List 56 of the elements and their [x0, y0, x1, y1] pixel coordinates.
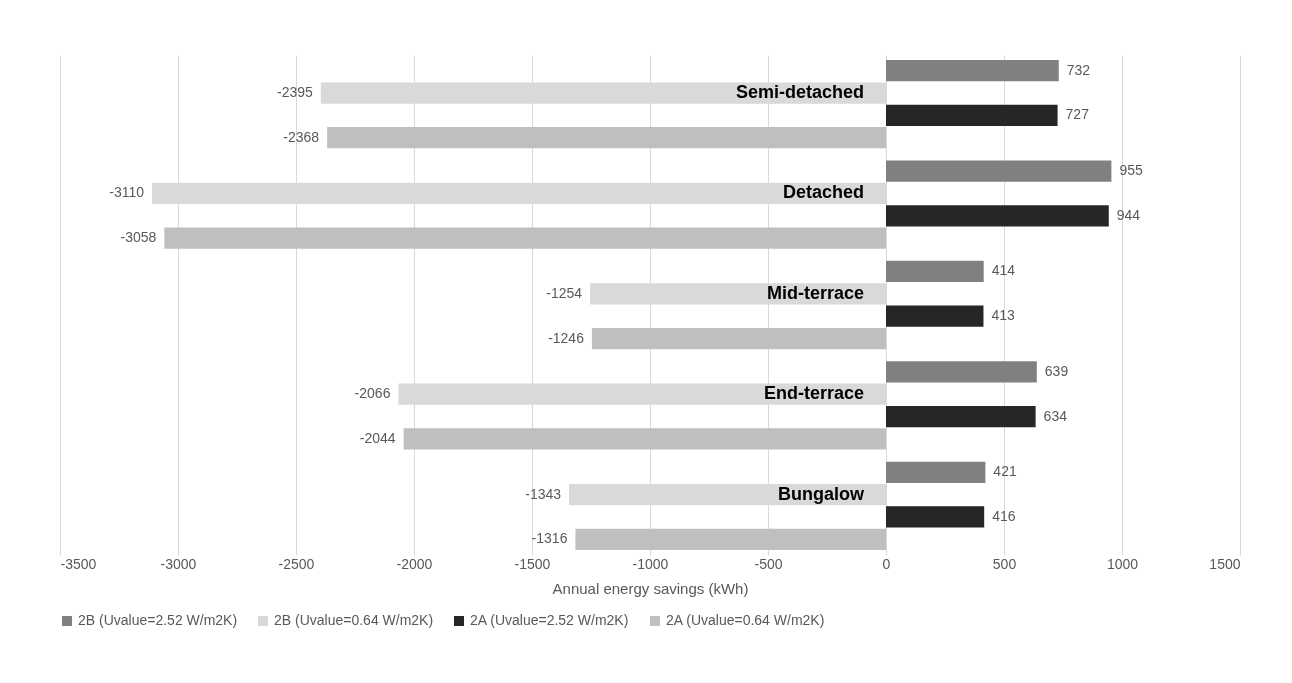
x-tick-label: -3000 [160, 555, 197, 572]
x-tick-label: 0 [882, 555, 891, 572]
y-tick-label: End-terrace [763, 383, 864, 404]
x-tick-label: 1000 [1106, 555, 1139, 572]
bar [886, 260, 984, 283]
data-label: 727 [1065, 106, 1090, 123]
bar [327, 127, 886, 149]
x-tick-label: -3500 [60, 555, 97, 572]
data-label: 955 [1119, 162, 1143, 179]
data-label: -2368 [283, 128, 320, 145]
bar [886, 506, 985, 528]
bar [886, 104, 1058, 127]
legend-label: 2B (Uvalue=2.52 W/m2K) [78, 612, 238, 628]
data-label: -3110 [109, 184, 145, 201]
data-label: 421 [993, 463, 1017, 480]
legend-label: 2A (Uvalue=2.52 W/m2K) [470, 612, 629, 628]
x-tick-label: -1500 [514, 555, 551, 572]
bar [886, 60, 1059, 82]
x-tick-label: 1500 [1209, 555, 1241, 572]
bar [886, 305, 984, 327]
legend-label: 2A (Uvalue=0.64 W/m2K) [666, 612, 825, 628]
bar [164, 227, 886, 249]
data-label: 732 [1066, 61, 1091, 78]
x-tick-label: 500 [992, 555, 1017, 572]
data-label: 944 [1116, 206, 1141, 223]
bar [886, 461, 986, 483]
y-tick-label: Mid-terrace [766, 282, 864, 303]
data-label: 413 [991, 307, 1016, 324]
y-tick-label: Detached [782, 182, 864, 203]
y-tick-label: Semi-detached [735, 82, 864, 103]
data-label: -2044 [359, 429, 396, 446]
x-axis-title: Annual energy savings (kWh) [552, 579, 749, 597]
legend-label: 2B (Uvalue=0.64 W/m2K) [274, 612, 434, 628]
y-tick-label: Bungalow [778, 483, 865, 504]
data-label: -1246 [548, 329, 585, 346]
x-tick-label: -500 [754, 555, 783, 572]
data-label: -1316 [531, 530, 568, 547]
x-tick-label: -2500 [278, 555, 315, 572]
data-label: -2066 [354, 385, 391, 402]
data-label: 639 [1044, 362, 1069, 379]
bar [886, 405, 1036, 428]
x-tick-label: -2000 [396, 555, 433, 572]
bar [886, 361, 1037, 383]
data-label: 634 [1043, 407, 1068, 424]
data-label: 414 [991, 262, 1016, 279]
x-tick-label: -1000 [632, 555, 669, 572]
bar [403, 428, 886, 450]
bar [886, 205, 1109, 227]
bar [591, 327, 886, 350]
bar [575, 528, 886, 550]
data-label: 416 [992, 507, 1016, 524]
data-label: -1254 [546, 284, 583, 301]
data-label: -3058 [120, 229, 157, 246]
data-label: -1343 [525, 485, 562, 502]
bar [886, 160, 1112, 182]
data-label: -2395 [276, 84, 313, 101]
